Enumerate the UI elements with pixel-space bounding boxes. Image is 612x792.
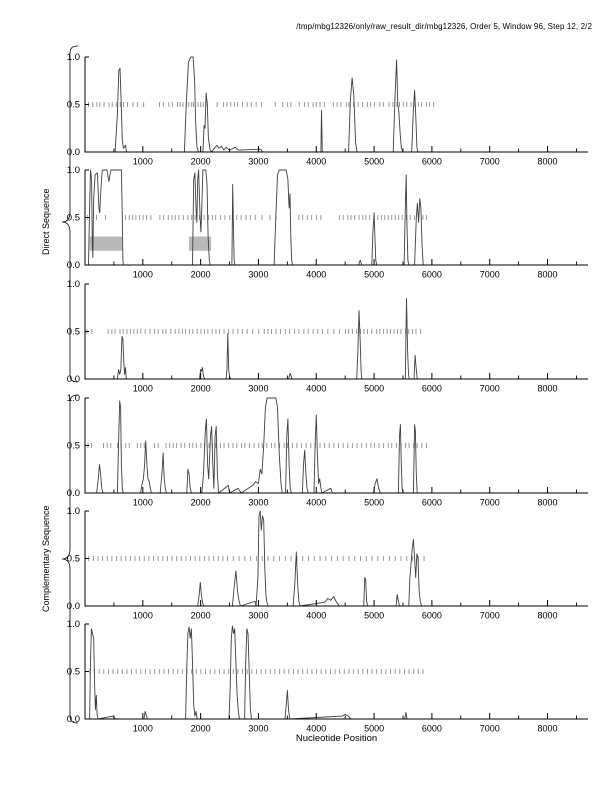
y-tick-label: 1.0 xyxy=(67,52,80,63)
y-tick-label: 0.5 xyxy=(67,441,80,452)
y-tick-label: 0.0 xyxy=(67,260,80,271)
x-tick-label: 8000 xyxy=(538,611,558,621)
half-level-marks xyxy=(86,329,422,334)
probability-curve xyxy=(85,297,580,380)
x-tick-label: 3000 xyxy=(248,384,268,394)
x-tick-label: 7000 xyxy=(480,384,500,394)
x-tick-label: 4000 xyxy=(306,157,326,167)
axis-frame xyxy=(84,57,588,153)
x-tick-label: 5000 xyxy=(364,384,384,394)
x-tick-label: 3000 xyxy=(248,157,268,167)
x-tick-label: 6000 xyxy=(422,611,442,621)
x-tick-label: 4000 xyxy=(306,611,326,621)
probability-curve xyxy=(85,625,580,720)
x-tick-label: 4000 xyxy=(306,270,326,280)
x-tick-label: 7000 xyxy=(480,157,500,167)
probability-curve xyxy=(85,169,580,266)
x-tick-label: 7000 xyxy=(480,270,500,280)
x-tick-label: 4000 xyxy=(306,384,326,394)
y-tick-label: 0.5 xyxy=(67,554,80,565)
x-tick-label: 1000 xyxy=(133,270,153,280)
probability-curve xyxy=(85,510,580,607)
x-tick-label: 8000 xyxy=(538,270,558,280)
panel-direct-frame-1: 1.0 0.5 0.0 1000 2000 3000 4000 5000 6000 7000 800… xyxy=(67,52,588,167)
panel-complementary-frame-2: 1.0 0.5 0.0 1000 2000 3000 4000 5000 6000 7000 800… xyxy=(67,506,588,621)
x-tick-label: 2000 xyxy=(191,498,211,508)
panel-complementary-frame-3: 1.0 0.5 0.0 1000 2000 3000 4000 5000 6000 7000 800… xyxy=(67,619,588,734)
x-tick-label: 1000 xyxy=(133,724,153,734)
x-tick-label: 7000 xyxy=(480,498,500,508)
x-tick-label: 1000 xyxy=(133,611,153,621)
panels-group: 1.0 0.5 0.0 1000 2000 3000 4000 5000 6000 7000 800… xyxy=(67,52,588,734)
y-tick-label: 0.0 xyxy=(67,147,80,158)
x-tick-label: 8000 xyxy=(538,157,558,167)
x-tick-label: 1000 xyxy=(133,498,153,508)
x-tick-label: 6000 xyxy=(422,724,442,734)
x-tick-label: 5000 xyxy=(364,611,384,621)
x-tick-label: 1000 xyxy=(133,384,153,394)
brace-complementary-group xyxy=(61,394,79,724)
y-tick-label: 0.0 xyxy=(67,601,80,612)
half-level-marks xyxy=(87,215,427,220)
x-tick-label: 2000 xyxy=(191,611,211,621)
x-tick-label: 6000 xyxy=(422,157,442,167)
x-tick-label: 8000 xyxy=(538,498,558,508)
axis-frame xyxy=(84,398,588,494)
x-tick-label: 3000 xyxy=(248,724,268,734)
x-tick-label: 6000 xyxy=(422,498,442,508)
x-tick-label: 8000 xyxy=(538,384,558,394)
axis-frame xyxy=(84,170,588,266)
x-tick-label: 2000 xyxy=(191,724,211,734)
x-tick-label: 4000 xyxy=(306,724,326,734)
prediction-band-1 xyxy=(89,236,123,251)
panel-complementary-frame-1: 1.0 0.5 0.0 1000 2000 3000 4000 5000 6000 7000 800… xyxy=(67,393,588,508)
x-tick-label: 7000 xyxy=(480,611,500,621)
half-level-marks xyxy=(89,669,424,674)
x-tick-label: 2000 xyxy=(191,270,211,280)
x-tick-label: 5000 xyxy=(364,724,384,734)
x-tick-label: 3000 xyxy=(248,611,268,621)
half-level-marks xyxy=(88,556,425,561)
axis-frame xyxy=(84,624,588,720)
y-tick-label: 1.0 xyxy=(67,279,80,290)
x-tick-label: 1000 xyxy=(133,157,153,167)
x-tick-label: 4000 xyxy=(306,498,326,508)
panel-direct-frame-2: 1.0 0.5 0.0 1000 2000 3000 4000 5000 6000 7000 800… xyxy=(67,165,588,280)
panel-direct-frame-3: 1.0 0.5 0.0 1000 2000 3000 4000 5000 6000 7000 800… xyxy=(67,279,588,394)
x-tick-label: 2000 xyxy=(191,157,211,167)
half-level-marks xyxy=(88,102,435,107)
x-tick-label: 5000 xyxy=(364,498,384,508)
x-tick-label: 2000 xyxy=(191,384,211,394)
x-tick-label: 5000 xyxy=(364,270,384,280)
y-tick-label: 0.5 xyxy=(67,100,80,111)
axis-frame xyxy=(84,511,588,607)
x-axis-title: Nucleotide Position xyxy=(295,733,378,744)
x-tick-label: 8000 xyxy=(538,724,558,734)
half-level-marks xyxy=(87,443,427,448)
y-tick-label: 0.5 xyxy=(67,213,80,224)
y-tick-label: 0.0 xyxy=(67,488,80,499)
axis-frame xyxy=(84,284,588,380)
y-tick-label: 0.5 xyxy=(67,667,80,678)
brace-direct-group xyxy=(61,45,79,383)
y-tick-label: 0.0 xyxy=(67,374,80,385)
probability-curve xyxy=(85,397,580,494)
prediction-band-2 xyxy=(189,236,212,251)
x-tick-label: 3000 xyxy=(248,498,268,508)
y-tick-label: 0.5 xyxy=(67,327,80,338)
x-tick-label: 3000 xyxy=(248,270,268,280)
plot-title: /tmp/mbg12326/only/raw_result_dir/mbg123… xyxy=(296,22,592,31)
y-tick-label: 1.0 xyxy=(67,165,80,176)
x-tick-label: 7000 xyxy=(480,724,500,734)
y-tick-label: 1.0 xyxy=(67,619,80,630)
x-tick-label: 5000 xyxy=(364,157,384,167)
x-tick-label: 6000 xyxy=(422,384,442,394)
y-tick-label: 1.0 xyxy=(67,393,80,404)
x-tick-label: 6000 xyxy=(422,270,442,280)
y-tick-label: 1.0 xyxy=(67,506,80,517)
y-tick-label: 0.0 xyxy=(67,714,80,725)
